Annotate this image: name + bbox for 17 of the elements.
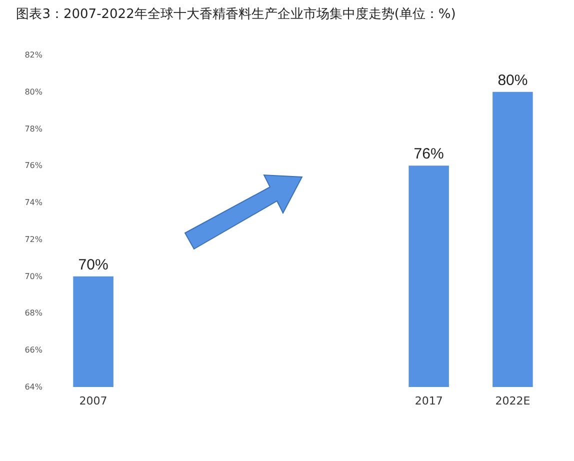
x-tick-label: 2022E xyxy=(495,394,530,408)
data-label: 80% xyxy=(498,72,528,89)
y-tick-label: 68% xyxy=(24,308,43,318)
y-tick-label: 76% xyxy=(24,161,43,170)
y-tick-label: 64% xyxy=(24,382,43,392)
y-tick-label: 70% xyxy=(24,272,43,281)
y-tick-label: 66% xyxy=(24,346,43,355)
x-tick-label: 2017 xyxy=(414,394,443,408)
x-tick-label: 2007 xyxy=(79,394,108,408)
y-tick-label: 80% xyxy=(24,87,43,96)
data-label: 70% xyxy=(78,256,108,274)
y-tick-label: 72% xyxy=(24,234,43,244)
y-tick-label: 74% xyxy=(24,198,43,208)
chart-title: 图表3：2007-2022年全球十大香精香料生产企业市场集中度走势(单位：%) xyxy=(16,6,456,22)
y-tick-label: 78% xyxy=(24,124,43,134)
y-tick-label: 82% xyxy=(24,50,43,60)
data-label: 76% xyxy=(414,146,444,163)
